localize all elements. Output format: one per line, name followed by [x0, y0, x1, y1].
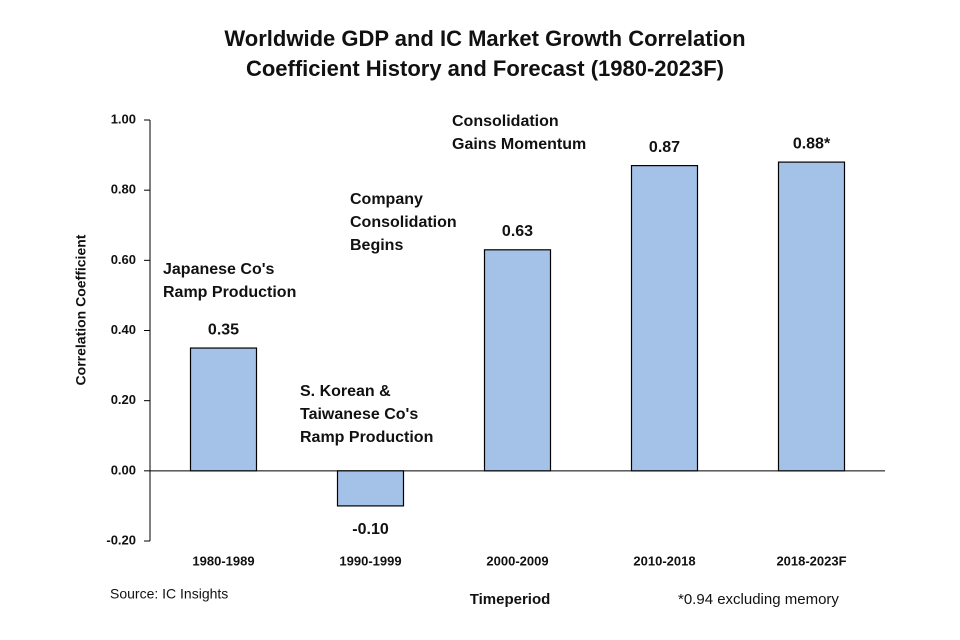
x-tick-label: 2000-2009	[486, 553, 548, 568]
bar	[189, 347, 258, 472]
y-axis-label: Correlation Coefficient	[73, 234, 89, 385]
y-tick-label: -0.20	[106, 532, 136, 547]
chart-title: Coefficient History and Forecast (1980-2…	[246, 56, 724, 81]
footnote: *0.94 excluding memory	[678, 591, 839, 608]
x-tick-label: 2010-2018	[633, 553, 695, 568]
annotation: Company	[350, 191, 423, 208]
annotation: Taiwanese Co's	[300, 406, 418, 423]
bar	[336, 470, 405, 507]
y-tick-label: 0.40	[111, 322, 136, 337]
annotation: Ramp Production	[300, 429, 433, 446]
x-tick-label: 1980-1989	[192, 553, 254, 568]
source: Source: IC Insights	[110, 586, 228, 602]
bar	[630, 165, 699, 472]
annotation: Begins	[350, 237, 403, 254]
x-tick-label: 1990-1999	[339, 553, 401, 568]
y-tick-label: 0.80	[111, 182, 136, 197]
annotation: Consolidation	[350, 214, 457, 231]
annotation: Consolidation	[452, 113, 559, 130]
x-tick-label: 2018-2023F	[776, 553, 846, 568]
value-label: 0.63	[502, 223, 533, 240]
y-tick-label: 0.20	[111, 392, 136, 407]
value-label: -0.10	[352, 521, 389, 538]
bar	[483, 249, 552, 472]
chart-title: Worldwide GDP and IC Market Growth Corre…	[224, 26, 745, 51]
y-tick-label: 0.60	[111, 252, 136, 267]
annotation: Gains Momentum	[452, 136, 586, 153]
value-label: 0.35	[208, 321, 239, 338]
y-tick-label: 1.00	[111, 111, 136, 126]
y-tick-label: 0.00	[111, 462, 136, 477]
annotation: Ramp Production	[163, 284, 296, 301]
bar	[777, 161, 846, 472]
annotation: Japanese Co's	[163, 261, 275, 278]
annotation: S. Korean &	[300, 383, 391, 400]
x-axis-label: Timeperiod	[470, 591, 551, 608]
value-label: 0.87	[649, 139, 680, 156]
value-label: 0.88*	[793, 135, 831, 152]
